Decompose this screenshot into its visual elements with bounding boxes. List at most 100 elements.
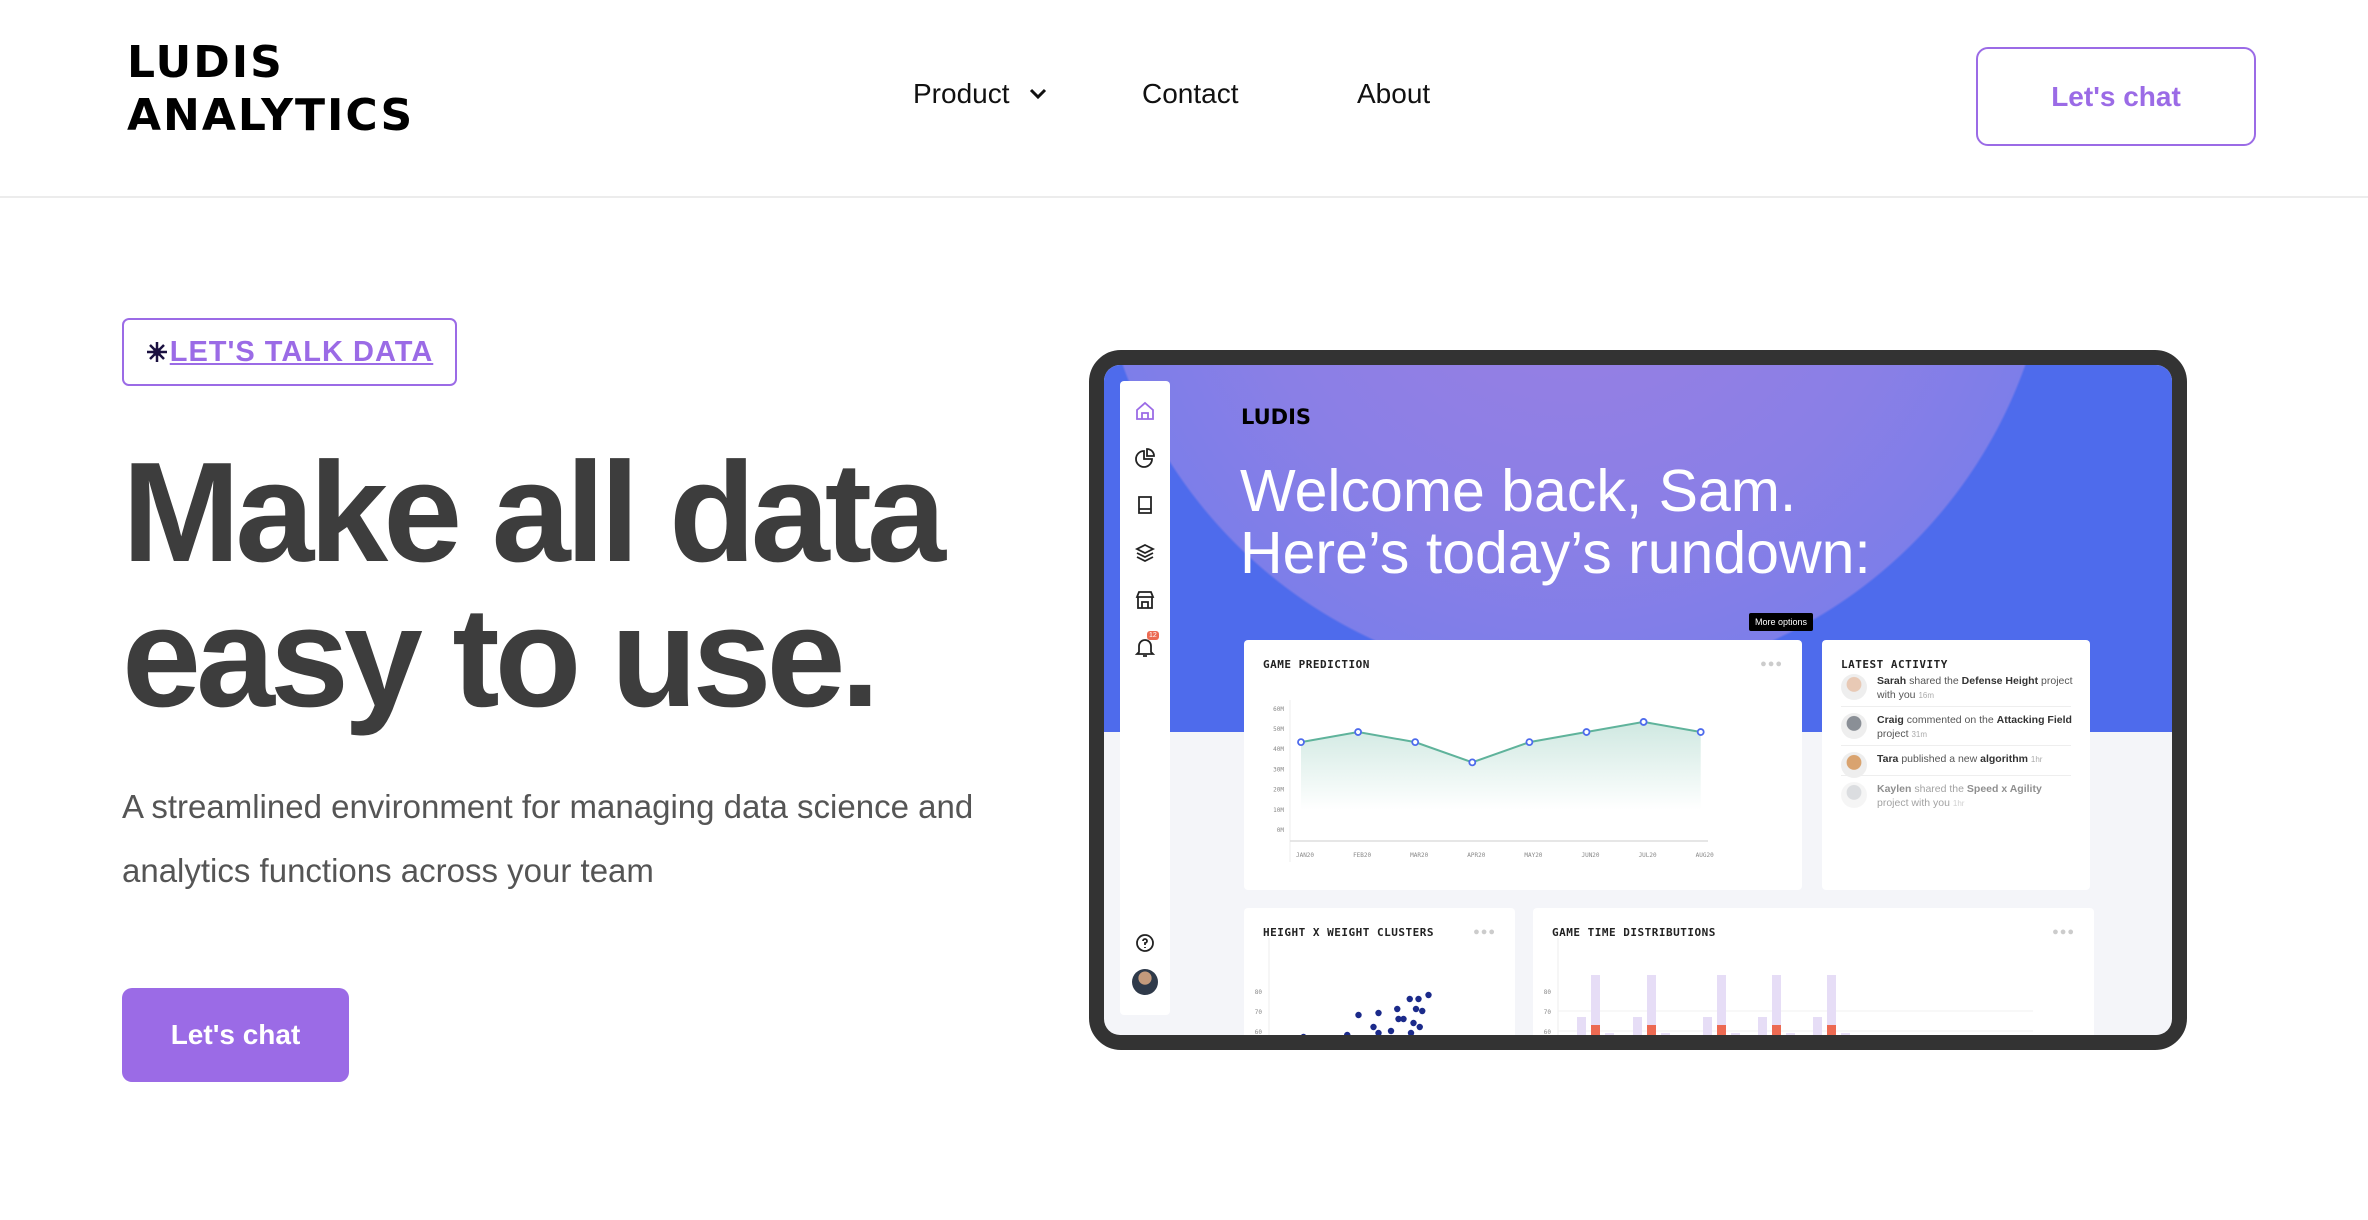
bar: [1841, 1033, 1850, 1035]
bar: [1772, 1025, 1781, 1035]
chevron-down-icon: [1029, 88, 1046, 100]
nav-product[interactable]: Product: [913, 78, 1048, 110]
scatter-point: [1419, 1007, 1426, 1015]
hero-subtitle: A streamlined environment for managing d…: [122, 788, 974, 889]
home-icon[interactable]: [1133, 399, 1157, 423]
y-tick-label: 80: [1544, 989, 1552, 996]
bar: [1577, 1017, 1586, 1035]
activity-text: Sarah shared the Defense Height project …: [1877, 674, 2076, 703]
scatter-point: [1375, 1029, 1382, 1035]
scatter-point: [1387, 1027, 1395, 1035]
activity-target: algorithm: [1980, 753, 2028, 765]
y-tick-label: 80: [1255, 989, 1263, 996]
activity-action: published a new: [1901, 753, 1978, 765]
x-tick-label: JUL20: [1639, 852, 1657, 859]
activity-rest: project: [1877, 728, 1909, 740]
scatter-point: [1416, 1023, 1423, 1031]
x-tick-label: APR20: [1467, 852, 1485, 859]
y-tick-label: 60: [1255, 1029, 1263, 1035]
more-options-icon[interactable]: ●●●: [1760, 658, 1783, 670]
bar: [1647, 1025, 1656, 1035]
bar: [1703, 1017, 1712, 1035]
avatar[interactable]: [1132, 969, 1158, 995]
scatter-point: [1370, 1023, 1377, 1031]
avatar: [1841, 782, 1867, 808]
scatter-point: [1412, 1005, 1420, 1013]
bar: [1633, 1017, 1642, 1035]
avatar: [1841, 713, 1867, 739]
bar: [1591, 1025, 1600, 1035]
pie-chart-icon[interactable]: [1133, 446, 1157, 470]
activity-user: Tara: [1877, 753, 1899, 765]
notification-badge: 12: [1147, 631, 1159, 640]
x-tick-label: JUN20: [1581, 852, 1599, 859]
bar: [1731, 1033, 1740, 1035]
data-point: [1639, 718, 1648, 726]
card-title: LATEST ACTIVITY: [1841, 658, 1948, 671]
avatar: [1841, 752, 1867, 778]
scatter-point: [1355, 1011, 1362, 1019]
book-icon[interactable]: [1133, 493, 1157, 517]
scatter-point: [1425, 991, 1432, 999]
store-icon[interactable]: [1133, 588, 1157, 612]
bar: [1758, 1017, 1767, 1035]
data-point: [1411, 738, 1420, 747]
scatter-point: [1406, 995, 1413, 1003]
activity-item[interactable]: Craig commented on the Attacking Field p…: [1841, 713, 2076, 742]
more-options-icon[interactable]: ●●●: [2052, 926, 2075, 938]
scatter-point: [1400, 1015, 1407, 1023]
welcome-line1: Welcome back, Sam.: [1240, 458, 1797, 524]
y-tick-label: 40M: [1273, 746, 1284, 753]
data-point: [1297, 738, 1305, 747]
activity-item[interactable]: Tara published a new algorithm 1hr: [1841, 752, 2076, 778]
nav-contact[interactable]: Contact: [1142, 78, 1239, 109]
lets-talk-data-badge[interactable]: LET'S TALK DATA: [122, 318, 457, 386]
data-point: [1696, 728, 1705, 736]
activity-item[interactable]: Kaylen shared the Speed x Agility projec…: [1841, 782, 2076, 811]
activity-target: Attacking Field: [1996, 714, 2072, 726]
logo[interactable]: LUDIS ANALYTICS: [127, 36, 414, 142]
y-tick-label: 20M: [1273, 787, 1284, 794]
distributions-card: GAME TIME DISTRIBUTIONS ●●● 50 60 70 80: [1533, 908, 2094, 1035]
divider: [1841, 706, 2071, 707]
activity-time: 31m: [1911, 730, 1927, 739]
lets-chat-hero-button[interactable]: Let's chat: [122, 988, 349, 1082]
badge-link[interactable]: LET'S TALK DATA: [169, 335, 434, 368]
activity-target: Speed x Agility: [1966, 783, 2042, 795]
more-options-icon[interactable]: ●●●: [1473, 926, 1496, 938]
divider: [1841, 745, 2071, 746]
data-point: [1354, 728, 1362, 736]
data-point: [1582, 728, 1591, 736]
divider: [1841, 775, 2071, 776]
y-tick-label: 0M: [1277, 827, 1285, 834]
x-tick-label: MAR20: [1410, 852, 1428, 859]
clusters-card: HEIGHT X WEIGHT CLUSTERS ●●● 50 60 70 80: [1244, 908, 1515, 1035]
bar: [1827, 1025, 1836, 1035]
x-tick-label: MAY20: [1524, 852, 1542, 859]
bar: [1813, 1017, 1822, 1035]
bar: [1772, 975, 1781, 1035]
card-title: HEIGHT X WEIGHT CLUSTERS: [1263, 926, 1434, 939]
scatter-point: [1410, 1019, 1417, 1027]
layers-icon[interactable]: [1133, 541, 1157, 565]
nav-product-label: Product: [913, 78, 1010, 109]
activity-action: shared the: [1914, 783, 1964, 795]
dashboard-preview-device: 12 LUDIS Welcome back, Sam. Here’s today’…: [1089, 350, 2187, 1050]
welcome-message: Welcome back, Sam. Here’s today’s rundown…: [1240, 460, 1871, 584]
activity-item[interactable]: Sarah shared the Defense Height project …: [1841, 674, 2076, 703]
line-chart: 0M 10M 20M 30M 40M 50M 60M JAN20 FEB20 MAR20 APR20…: [1273, 700, 1714, 862]
bar: [1827, 975, 1836, 1035]
activity-time: 1hr: [1952, 799, 1965, 808]
y-tick-label: 70: [1544, 1009, 1552, 1016]
activity-action: shared the: [1909, 675, 1959, 687]
header-divider: [0, 196, 2368, 198]
nav-about[interactable]: About: [1357, 78, 1431, 109]
bar: [1591, 975, 1600, 1035]
avatar: [1841, 674, 1867, 700]
y-tick-label: 60M: [1273, 706, 1284, 713]
bell-icon[interactable]: [1133, 635, 1157, 659]
lets-chat-header-button[interactable]: Let's chat: [1976, 47, 2256, 146]
y-tick-label: 60: [1544, 1029, 1552, 1035]
help-icon[interactable]: [1133, 931, 1157, 955]
